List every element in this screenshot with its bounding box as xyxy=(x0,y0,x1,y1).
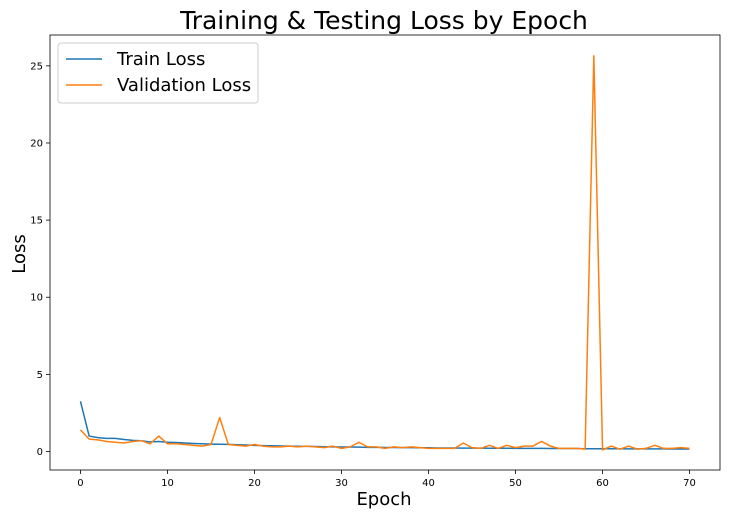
x-tick-label: 70 xyxy=(683,478,696,489)
x-tick-label: 40 xyxy=(422,478,435,489)
x-tick-label: 0 xyxy=(77,478,83,489)
y-tick-label: 10 xyxy=(30,293,43,304)
y-axis-ticks: 0 5 10 15 20 25 xyxy=(30,61,50,458)
legend-label-train-loss: Train Loss xyxy=(116,49,205,70)
x-tick-label: 20 xyxy=(248,478,261,489)
legend-label-validation-loss: Validation Loss xyxy=(117,75,251,96)
validation-loss-line xyxy=(79,55,690,451)
plot-area xyxy=(49,34,721,471)
plot-frame xyxy=(49,34,721,471)
chart-title: Training & Testing Loss by Epoch xyxy=(179,6,588,35)
legend-box xyxy=(57,42,259,104)
x-axis-label: Epoch xyxy=(356,489,411,510)
x-tick-label: 50 xyxy=(509,478,522,489)
y-tick-label: 20 xyxy=(30,138,43,149)
y-tick-label: 5 xyxy=(37,370,43,381)
y-tick-label: 25 xyxy=(30,61,43,72)
y-axis-label: Loss xyxy=(9,234,30,273)
y-tick-label: 0 xyxy=(37,447,43,458)
series-lines xyxy=(79,55,690,451)
x-tick-label: 10 xyxy=(161,478,174,489)
x-tick-label: 60 xyxy=(596,478,609,489)
legend: Train Loss Validation Loss xyxy=(57,42,259,104)
train-loss-line xyxy=(79,401,690,450)
x-tick-label: 30 xyxy=(335,478,348,489)
x-axis-ticks: 0 10 20 30 40 50 60 70 xyxy=(77,470,696,489)
y-tick-label: 15 xyxy=(30,216,43,227)
